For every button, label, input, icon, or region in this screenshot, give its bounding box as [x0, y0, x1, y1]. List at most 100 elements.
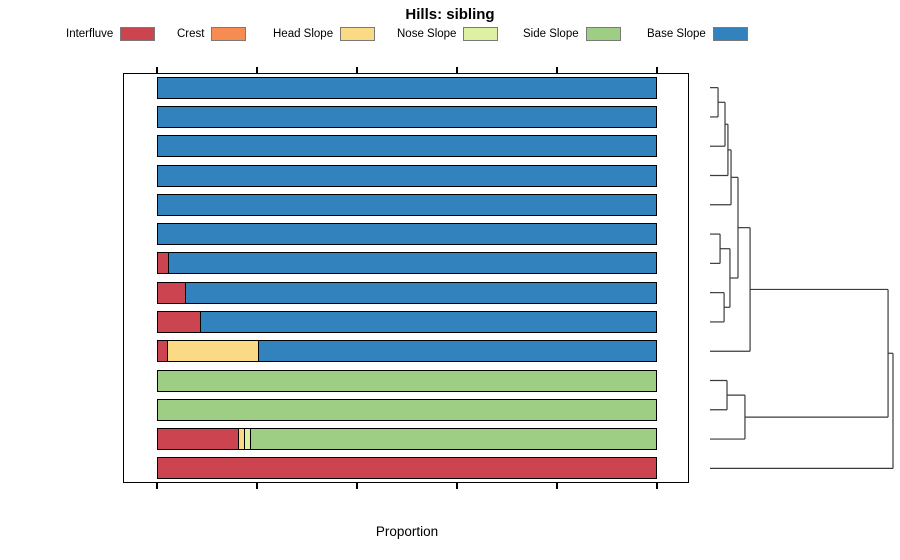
row-label — [8, 168, 117, 184]
bar — [157, 164, 657, 187]
x-tick-label — [437, 492, 477, 507]
bar-segment-base-slope — [158, 224, 656, 245]
base-slope-swatch — [712, 27, 748, 41]
n-value — [120, 374, 154, 388]
bar — [157, 105, 657, 128]
x-tick — [356, 483, 358, 489]
h-value — [653, 403, 693, 417]
row-label — [8, 373, 117, 389]
bar-segment-base-slope — [158, 106, 656, 127]
bar-segment-side-slope — [158, 399, 656, 420]
bar-segment-base-slope — [185, 282, 656, 303]
bar — [157, 340, 657, 363]
n-column-header — [120, 73, 154, 87]
row-label — [8, 138, 117, 154]
h-value — [653, 89, 693, 103]
x-tick-top — [156, 67, 158, 73]
bar — [157, 223, 657, 246]
bar-segment-base-slope — [158, 77, 656, 98]
bar-segment-base-slope — [167, 253, 656, 274]
chart-title: Hills: sibling — [405, 6, 495, 23]
x-tick-label — [337, 492, 377, 507]
bar — [157, 398, 657, 421]
head-slope-swatch — [340, 27, 376, 41]
x-tick-top — [656, 67, 658, 73]
h-column-header — [653, 73, 693, 87]
row-label — [8, 314, 117, 330]
h-value — [653, 344, 693, 358]
row-label — [8, 285, 117, 301]
bar — [157, 252, 657, 275]
bar-segment-base-slope — [158, 194, 656, 215]
row-label — [8, 343, 117, 359]
bar-segment-head-slope — [166, 341, 258, 362]
x-tick-top — [556, 67, 558, 73]
bar-segment-head-slope — [237, 429, 244, 450]
bar — [157, 135, 657, 158]
row-label — [8, 226, 117, 242]
h-value — [653, 169, 693, 183]
x-tick — [656, 483, 658, 489]
legend-label: Base Slope — [647, 28, 706, 40]
bar — [157, 310, 657, 333]
n-value — [120, 286, 154, 300]
x-tick-label — [237, 492, 277, 507]
legend-label: Crest — [177, 28, 205, 40]
h-value — [653, 432, 693, 446]
x-tick — [456, 483, 458, 489]
h-value — [653, 315, 693, 329]
row-label — [8, 431, 117, 447]
plot-panel — [123, 73, 689, 483]
crest-swatch — [211, 27, 247, 41]
x-tick-top — [256, 67, 258, 73]
bar-segment-interfluve — [158, 341, 167, 362]
n-value — [120, 315, 154, 329]
h-value — [653, 286, 693, 300]
n-value — [120, 198, 154, 212]
legend-label: Head Slope — [273, 28, 334, 40]
legend-item: Base Slope — [647, 26, 748, 42]
x-tick — [156, 483, 158, 489]
n-value — [120, 256, 154, 270]
h-value — [653, 110, 693, 124]
x-axis-label: Proportion — [375, 524, 439, 539]
legend-item: Interfluve — [66, 26, 156, 42]
legend-item: Crest — [177, 26, 247, 42]
row-label — [8, 460, 117, 476]
x-tick-label — [537, 492, 577, 507]
h-value — [653, 139, 693, 153]
h-value — [653, 374, 693, 388]
x-tick-top — [356, 67, 358, 73]
bar — [157, 428, 657, 451]
bar-segment-base-slope — [257, 341, 656, 362]
h-value — [653, 461, 693, 475]
h-value — [653, 227, 693, 241]
n-value — [120, 227, 154, 241]
legend-label: Side Slope — [523, 28, 579, 40]
side-slope-swatch — [585, 27, 621, 41]
bar-segment-side-slope — [249, 429, 656, 450]
bar — [157, 281, 657, 304]
bar-segment-nose-slope — [243, 429, 250, 450]
row-label — [8, 80, 117, 96]
bar-segment-interfluve — [158, 311, 201, 332]
n-value — [120, 139, 154, 153]
bar-segment-base-slope — [158, 136, 656, 157]
row-label — [8, 255, 117, 271]
nose-slope-swatch — [463, 27, 499, 41]
bar-segment-interfluve — [158, 458, 656, 479]
legend-item: Head Slope — [273, 26, 376, 42]
n-value — [120, 461, 154, 475]
bar-segment-base-slope — [200, 311, 656, 332]
h-value — [653, 198, 693, 212]
bar-segment-interfluve — [158, 282, 186, 303]
row-label — [8, 402, 117, 418]
n-value — [120, 344, 154, 358]
bar-segment-interfluve — [158, 429, 238, 450]
legend-item: Nose Slope — [397, 26, 499, 42]
n-value — [120, 89, 154, 103]
bar — [157, 76, 657, 99]
legend-label: Interfluve — [66, 28, 114, 40]
n-value — [120, 403, 154, 417]
